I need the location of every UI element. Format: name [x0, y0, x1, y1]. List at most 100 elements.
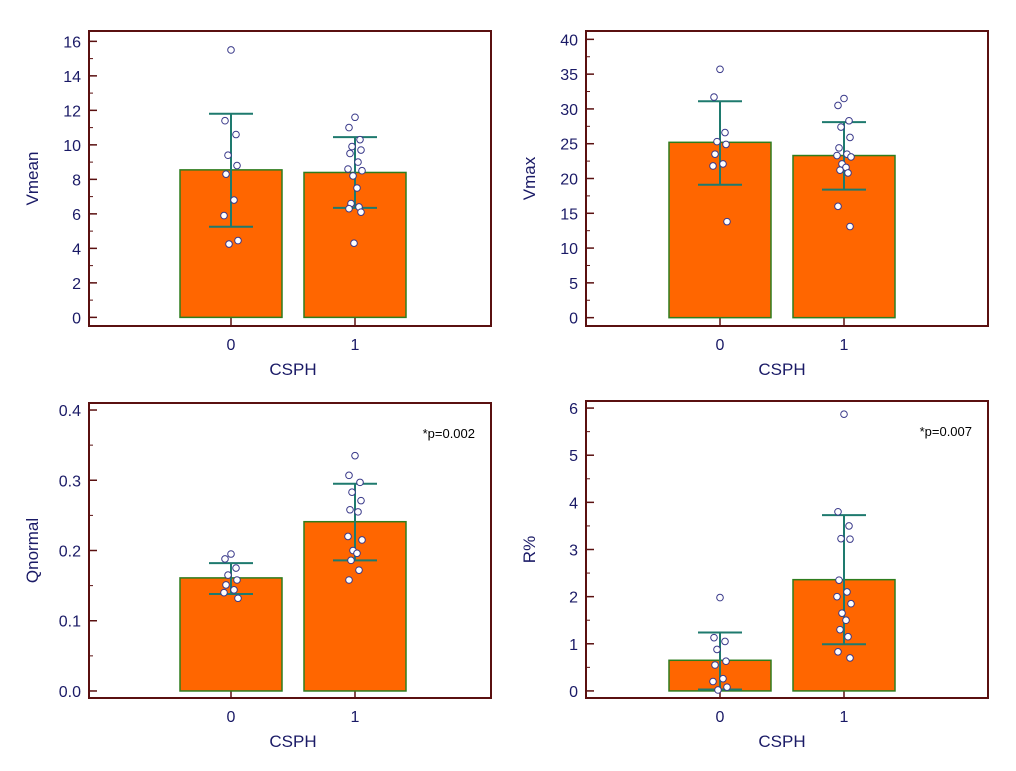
- data-point: [345, 471, 353, 480]
- data-point: [834, 648, 842, 656]
- data-point: [716, 65, 724, 74]
- data-point: [354, 158, 362, 166]
- data-point: [356, 478, 364, 487]
- data-point: [845, 116, 853, 125]
- data-point: [347, 556, 355, 565]
- data-point: [847, 599, 855, 608]
- plot-frame: [585, 400, 989, 699]
- plot-frame: [88, 30, 492, 327]
- data-point: [354, 508, 362, 516]
- data-point: [835, 144, 843, 152]
- x-tick-label: 1: [351, 709, 360, 726]
- data-point: [846, 535, 854, 543]
- data-point: [353, 184, 361, 192]
- data-point: [225, 240, 233, 248]
- x-tick-label: 0: [227, 337, 236, 354]
- data-point: [833, 151, 841, 160]
- data-point: [351, 113, 359, 122]
- data-point: [353, 549, 361, 558]
- data-point: [721, 637, 729, 646]
- data-point: [230, 586, 238, 594]
- plot-frame: [88, 402, 492, 699]
- data-point: [348, 142, 356, 151]
- data-point: [833, 592, 841, 601]
- data-point: [234, 594, 242, 603]
- data-point: [224, 151, 232, 160]
- y-tick-label: 2: [569, 590, 578, 607]
- data-point: [711, 661, 719, 669]
- data-point: [836, 166, 844, 174]
- y-tick-label: 1: [569, 637, 578, 654]
- data-point: [721, 128, 729, 137]
- data-point: [722, 657, 730, 666]
- data-point: [719, 160, 727, 168]
- data-point: [233, 161, 241, 170]
- data-point: [846, 133, 854, 142]
- x-tick-label: 0: [227, 709, 236, 726]
- y-tick-label: 0.0: [59, 684, 81, 701]
- data-point: [220, 211, 228, 220]
- y-axis-label: Qnormal: [23, 518, 42, 583]
- y-tick-label: 5: [569, 448, 578, 465]
- data-point: [346, 149, 354, 158]
- data-point: [221, 555, 229, 563]
- data-point: [722, 140, 730, 149]
- y-tick-label: 16: [63, 34, 81, 51]
- y-tick-label: 14: [63, 69, 81, 86]
- data-point: [345, 123, 353, 132]
- data-point: [846, 654, 854, 662]
- data-point: [710, 633, 718, 642]
- data-point: [356, 135, 364, 144]
- data-point: [711, 150, 719, 158]
- y-tick-label: 5: [569, 276, 578, 293]
- chart-qnormal: 0.0 0.1 0.2 0.3 0.4 0 1 CSPH Qnormal *p=0.002: [23, 402, 492, 751]
- data-point: [232, 130, 240, 139]
- data-point: [847, 153, 855, 161]
- x-axis-label: CSPH: [269, 732, 316, 751]
- data-point: [836, 625, 844, 634]
- data-point: [222, 170, 230, 178]
- y-tick-label: 0.4: [59, 403, 81, 420]
- data-point: [350, 239, 358, 247]
- y-tick-label: 0.1: [59, 614, 81, 631]
- data-point: [349, 172, 357, 180]
- x-axis-label: CSPH: [758, 732, 805, 751]
- data-point: [719, 674, 727, 683]
- data-point: [834, 507, 842, 516]
- data-point: [837, 534, 845, 543]
- data-point: [357, 146, 365, 154]
- y-tick-label: 0.3: [59, 473, 81, 490]
- data-point: [723, 217, 731, 226]
- y-tick-label: 0: [569, 311, 578, 328]
- data-point: [220, 588, 228, 597]
- data-point: [838, 609, 846, 617]
- data-point: [840, 94, 848, 103]
- data-point: [348, 488, 356, 497]
- y-tick-label: 40: [560, 32, 578, 49]
- data-point: [713, 137, 721, 146]
- y-tick-label: 35: [560, 67, 578, 84]
- y-tick-label: 0: [72, 310, 81, 327]
- p-value-annotation: *p=0.002: [423, 426, 475, 441]
- data-point: [230, 196, 238, 204]
- y-tick-label: 20: [560, 172, 578, 189]
- y-axis-label: Vmean: [23, 152, 42, 206]
- data-point: [844, 632, 852, 641]
- data-point: [351, 451, 359, 460]
- y-tick-label: 4: [569, 495, 578, 512]
- data-point: [224, 571, 232, 579]
- y-tick-label: 2: [72, 276, 81, 293]
- y-tick-label: 25: [560, 137, 578, 154]
- data-point: [357, 208, 365, 216]
- x-tick-label: 1: [351, 337, 360, 354]
- data-point: [846, 222, 854, 231]
- data-point: [355, 566, 363, 574]
- data-point: [358, 536, 366, 544]
- y-tick-label: 10: [560, 241, 578, 258]
- plot-frame: [585, 30, 989, 327]
- data-point: [344, 165, 352, 173]
- y-tick-label: 0: [569, 684, 578, 701]
- data-point: [844, 169, 852, 177]
- x-tick-label: 0: [716, 709, 725, 726]
